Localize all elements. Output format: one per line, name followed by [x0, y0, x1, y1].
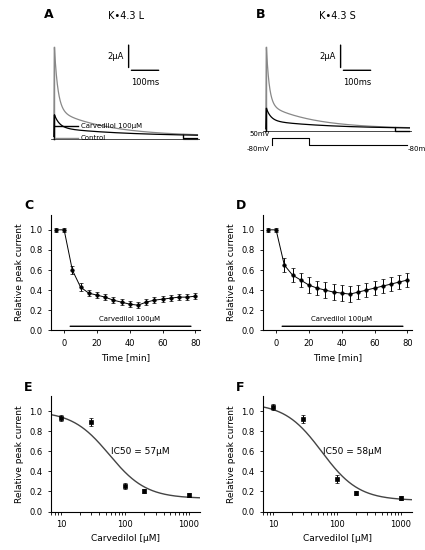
Text: 2μA: 2μA [320, 52, 336, 61]
Text: K•4.3 S: K•4.3 S [319, 11, 356, 21]
Y-axis label: Relative peak current: Relative peak current [227, 224, 236, 321]
Text: C: C [24, 200, 33, 212]
Text: F: F [236, 381, 245, 394]
Text: 2μA: 2μA [108, 52, 124, 61]
X-axis label: Time [min]: Time [min] [313, 353, 362, 362]
Text: A: A [43, 8, 53, 21]
Y-axis label: Relative peak current: Relative peak current [15, 405, 24, 503]
X-axis label: Carvedilol [μM]: Carvedilol [μM] [303, 535, 372, 543]
Y-axis label: Relative peak current: Relative peak current [15, 224, 24, 321]
Text: E: E [24, 381, 33, 394]
Text: D: D [236, 200, 246, 212]
Text: 50mV: 50mV [250, 131, 270, 137]
Y-axis label: Relative peak current: Relative peak current [227, 405, 236, 503]
Text: Carvedilol 100μM: Carvedilol 100μM [311, 316, 372, 322]
Text: -80mV: -80mV [247, 146, 270, 152]
Text: Control: Control [81, 135, 106, 141]
Text: 100ms: 100ms [343, 78, 371, 87]
Text: IC50 = 58μM: IC50 = 58μM [323, 447, 381, 456]
Text: 100ms: 100ms [131, 78, 159, 87]
X-axis label: Time [min]: Time [min] [101, 353, 150, 362]
Text: K•4.3 L: K•4.3 L [108, 11, 144, 21]
Text: B: B [255, 8, 265, 21]
Text: IC50 = 57μM: IC50 = 57μM [110, 447, 169, 456]
Text: -80mV: -80mV [408, 146, 425, 152]
Text: Carvedilol 100μM: Carvedilol 100μM [99, 316, 160, 322]
Text: Carvedilol 100μM: Carvedilol 100μM [81, 123, 142, 129]
X-axis label: Carvedilol [μM]: Carvedilol [μM] [91, 535, 160, 543]
